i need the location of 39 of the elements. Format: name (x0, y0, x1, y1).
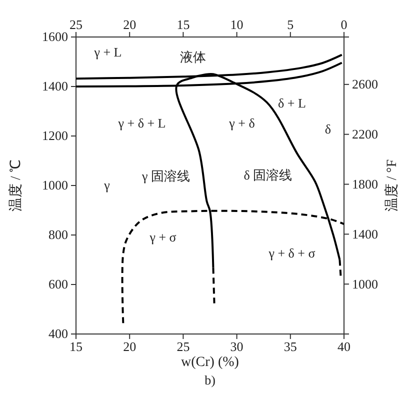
y-tick-label: 1000 (42, 178, 68, 193)
annotation: δ + L (278, 96, 306, 111)
y-tick-label: 800 (48, 227, 68, 242)
x-axis-title: w(Cr) (%) (181, 355, 240, 370)
y2-axis-title: 温度 / °F (384, 159, 400, 212)
annotation: 液体 (180, 50, 206, 65)
y2-tick-label: 1400 (352, 226, 378, 242)
x-tick-label: 40 (338, 339, 350, 354)
annotation: γ + δ (228, 116, 255, 131)
y-tick-label: 600 (48, 276, 68, 292)
y-tick-label: 1400 (42, 78, 68, 94)
annotation: δ 固溶线 (244, 168, 292, 183)
x-tick-label: 30 (230, 339, 244, 354)
annotation: γ + δ + σ (268, 246, 316, 261)
x-tick-label: 15 (70, 339, 82, 354)
y-tick-label: 1600 (42, 29, 68, 44)
text: b) (204, 372, 216, 388)
x2-tick-label: 5 (287, 17, 294, 32)
x2-tick-label: 15 (176, 17, 190, 32)
annotation: γ (103, 178, 110, 193)
y2-tick-label: 2200 (352, 126, 378, 142)
y2-tick-label: 2600 (352, 76, 378, 92)
x-tick-label: 25 (176, 339, 190, 354)
y2-tick-label: 1000 (352, 276, 378, 292)
annotation: γ + σ (148, 230, 176, 245)
y-axis-title: 温度 / ℃ (8, 160, 24, 212)
x2-tick-label: 0 (340, 17, 348, 32)
y-tick-label: 1200 (42, 128, 68, 144)
annotation: γ + δ + L (117, 116, 166, 131)
x2-tick-label: 25 (70, 17, 82, 32)
y2-tick-label: 1800 (352, 176, 378, 192)
annotation: γ 固溶线 (141, 168, 190, 184)
x-tick-label: 35 (284, 339, 297, 354)
x-tick-label: 20 (123, 339, 136, 354)
annotation: δ (324, 122, 332, 137)
x2-tick-label: 20 (123, 17, 136, 32)
x2-tick-label: 10 (230, 17, 244, 32)
y-tick-label: 400 (48, 326, 68, 342)
annotation: γ + L (93, 44, 122, 60)
